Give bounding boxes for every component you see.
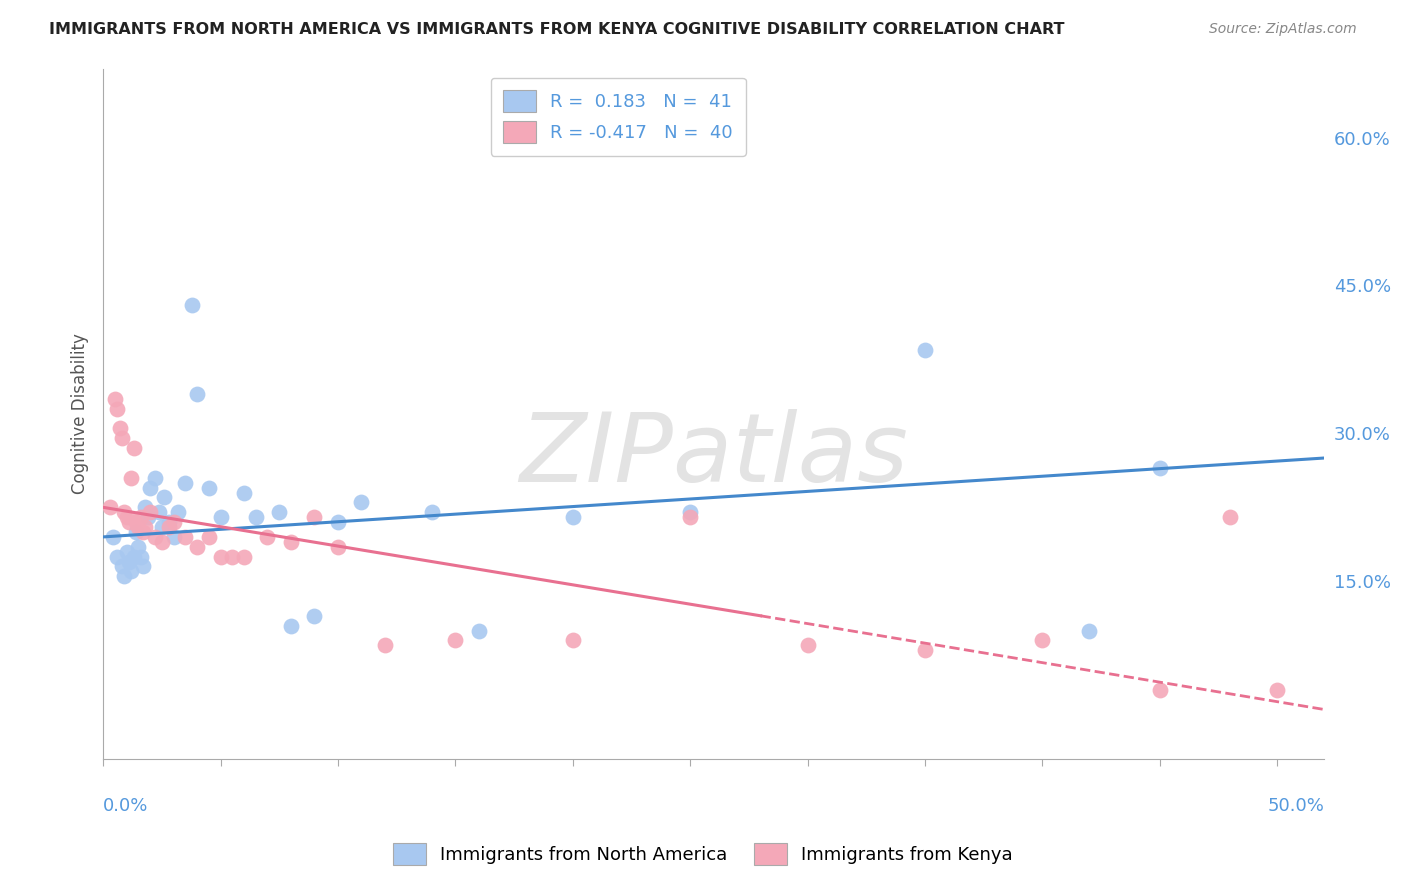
Point — [120, 471, 142, 485]
Point — [129, 510, 152, 524]
Point — [679, 505, 702, 519]
Point — [157, 520, 180, 534]
Point — [1078, 624, 1101, 638]
Point — [153, 491, 176, 505]
Point — [162, 530, 184, 544]
Text: IMMIGRANTS FROM NORTH AMERICA VS IMMIGRANTS FROM KENYA COGNITIVE DISABILITY CORR: IMMIGRANTS FROM NORTH AMERICA VS IMMIGRA… — [49, 22, 1064, 37]
Point — [561, 633, 583, 648]
Point — [132, 559, 155, 574]
Point — [150, 520, 173, 534]
Y-axis label: Cognitive Disability: Cognitive Disability — [72, 334, 89, 494]
Point — [304, 608, 326, 623]
Point — [143, 530, 166, 544]
Point — [350, 495, 373, 509]
Point — [245, 510, 267, 524]
Point — [914, 343, 936, 357]
Legend: R =  0.183   N =  41, R = -0.417   N =  40: R = 0.183 N = 41, R = -0.417 N = 40 — [491, 78, 745, 156]
Point — [139, 481, 162, 495]
Point — [174, 530, 197, 544]
Point — [181, 298, 204, 312]
Point — [134, 500, 156, 515]
Point — [129, 549, 152, 564]
Point — [134, 520, 156, 534]
Point — [796, 639, 818, 653]
Point — [127, 540, 149, 554]
Point — [326, 540, 349, 554]
Text: ZIPatlas: ZIPatlas — [519, 409, 908, 501]
Text: 50.0%: 50.0% — [1267, 797, 1324, 814]
Text: 0.0%: 0.0% — [103, 797, 149, 814]
Point — [125, 515, 148, 529]
Point — [221, 549, 243, 564]
Point — [198, 481, 221, 495]
Point — [1149, 461, 1171, 475]
Point — [127, 520, 149, 534]
Point — [118, 515, 141, 529]
Point — [150, 534, 173, 549]
Point — [115, 510, 138, 524]
Point — [1265, 682, 1288, 697]
Point — [280, 534, 302, 549]
Point — [233, 549, 256, 564]
Point — [256, 530, 278, 544]
Point — [104, 392, 127, 406]
Point — [167, 505, 190, 519]
Point — [122, 441, 145, 455]
Point — [374, 639, 396, 653]
Point — [280, 618, 302, 632]
Point — [186, 387, 208, 401]
Point — [148, 505, 170, 519]
Point — [1149, 682, 1171, 697]
Point — [105, 549, 128, 564]
Point — [125, 524, 148, 539]
Point — [143, 471, 166, 485]
Point — [139, 505, 162, 519]
Point — [1031, 633, 1053, 648]
Text: Source: ZipAtlas.com: Source: ZipAtlas.com — [1209, 22, 1357, 37]
Point — [679, 510, 702, 524]
Point — [111, 431, 134, 445]
Point — [120, 565, 142, 579]
Point — [98, 500, 121, 515]
Point — [115, 545, 138, 559]
Point — [304, 510, 326, 524]
Point — [326, 515, 349, 529]
Point — [209, 510, 232, 524]
Point — [162, 515, 184, 529]
Point — [132, 524, 155, 539]
Point — [112, 505, 135, 519]
Point — [1219, 510, 1241, 524]
Point — [186, 540, 208, 554]
Point — [209, 549, 232, 564]
Point — [233, 485, 256, 500]
Point — [198, 530, 221, 544]
Point — [174, 475, 197, 490]
Point — [105, 401, 128, 416]
Point — [444, 633, 467, 648]
Point — [914, 643, 936, 657]
Point — [101, 530, 124, 544]
Point — [136, 510, 159, 524]
Point — [561, 510, 583, 524]
Point — [122, 549, 145, 564]
Point — [468, 624, 491, 638]
Point — [108, 421, 131, 435]
Point — [420, 505, 443, 519]
Point — [269, 505, 291, 519]
Point — [157, 515, 180, 529]
Legend: Immigrants from North America, Immigrants from Kenya: Immigrants from North America, Immigrant… — [385, 836, 1021, 872]
Point — [112, 569, 135, 583]
Point — [118, 555, 141, 569]
Point — [111, 559, 134, 574]
